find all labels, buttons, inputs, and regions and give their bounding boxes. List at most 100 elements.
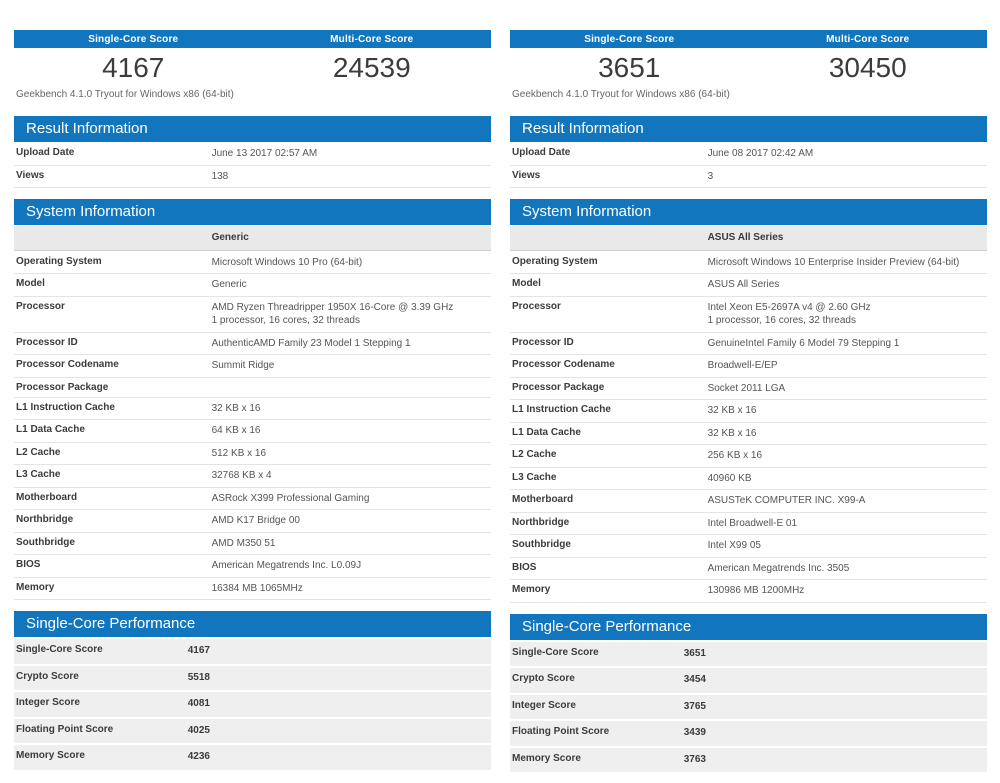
row-label: Operating System: [16, 255, 102, 267]
table-row: Crypto Score 3454: [510, 668, 987, 693]
multi-core-score-value: 30450: [828, 52, 907, 83]
multi-core-score-header: Multi-Core Score: [826, 33, 910, 45]
row-label: Integer Score: [16, 697, 80, 708]
table-row: Processor ID GenuineIntel Family 6 Model …: [510, 333, 987, 355]
table-row: Memory Score 3763: [510, 747, 987, 772]
table-row: Integer Score 4081: [14, 692, 491, 717]
row-label: Processor Codename: [512, 359, 615, 370]
table-row: Motherboard ASRock X399 Professional Gami…: [14, 488, 491, 510]
row-label: Processor ID: [16, 336, 78, 348]
system-model-header-row: ASUS All Series: [510, 226, 987, 251]
row-value: 16384 MB 1065MHz: [211, 582, 303, 594]
table-row: Memory Score 4236: [14, 745, 491, 770]
row-label: L2 Cache: [512, 449, 557, 460]
table-row: Model ASUS All Series: [510, 274, 987, 297]
row-value-line: AMD Ryzen Threadripper 1950X 16-Core @ 3…: [211, 301, 454, 313]
row-label: L1 Instruction Cache: [16, 401, 115, 413]
table-row: Upload Date June 13 2017 02:57 AM: [14, 143, 491, 166]
table-row: Processor AMD Ryzen Threadripper 1950X 16…: [14, 297, 491, 333]
table-row: Views 138: [14, 166, 491, 188]
row-label: L3 Cache: [512, 471, 557, 483]
table-row: BIOS American Megatrends Inc. L0.09J: [14, 555, 491, 578]
row-label: Single-Core Score: [512, 646, 599, 658]
row-value: 4025: [187, 724, 210, 736]
row-label: BIOS: [16, 559, 41, 570]
row-label: Crypto Score: [512, 673, 575, 684]
table-row: Upload Date June 08 2017 02:42 AM: [510, 143, 987, 166]
table-row: Operating System Microsoft Windows 10 Pro…: [14, 252, 491, 274]
single-core-score-value: 4167: [102, 52, 165, 83]
single-core-score-header: Single-Core Score: [584, 33, 675, 45]
row-label: Upload Date: [16, 147, 75, 158]
table-row: Integer Score 3765: [510, 694, 987, 719]
row-value: Intel X99 05: [707, 540, 761, 551]
multi-core-score-value: 24539: [332, 52, 411, 83]
row-value: ASUS All Series: [707, 279, 780, 290]
row-label: Single-Core Score: [16, 644, 103, 655]
row-value: June 13 2017 02:57 AM: [211, 148, 318, 159]
table-row: L1 Instruction Cache 32 KB x 16: [14, 398, 491, 420]
row-label: Northbridge: [512, 516, 570, 528]
single-core-performance-section: Single-Core Performance Single-Core Scor…: [14, 611, 491, 770]
single-core-performance-rows: Single-Core Score 4167 Crypto Score 5518 Int…: [14, 639, 491, 770]
system-model-header-row: Generic: [14, 226, 491, 251]
result-information-section: Result Information Upload Date June 13 20…: [14, 116, 491, 188]
row-label: Floating Point Score: [512, 726, 610, 737]
benchmark-panel-right: Single-Core Score Multi-Core Score 3651 …: [510, 30, 987, 783]
table-row: L1 Data Cache 32 KB x 16: [510, 423, 987, 445]
row-label: Processor Package: [512, 381, 605, 393]
panels-container: Single-Core Score Multi-Core Score 4167 …: [14, 30, 987, 783]
table-row: L2 Cache 512 KB x 16: [14, 443, 491, 465]
row-value: 130986 MB 1200MHz: [707, 585, 805, 596]
row-value: [210, 382, 491, 393]
benchmark-version-caption: Geekbench 4.1.0 Tryout for Windows x86 (…: [16, 89, 234, 100]
row-label: Processor ID: [512, 336, 574, 348]
row-label: Memory Score: [16, 750, 85, 761]
row-value: American Megatrends Inc. L0.09J: [211, 560, 362, 571]
table-row: Crypto Score 5518: [14, 665, 491, 690]
table-row: Northbridge AMD K17 Bridge 00: [14, 510, 491, 533]
row-label: Memory Score: [512, 752, 581, 764]
row-label: Memory: [16, 581, 55, 593]
row-value: AMD K17 Bridge 00: [211, 515, 300, 526]
table-row: Views 3: [510, 166, 987, 188]
row-value: 512 KB x 16: [211, 447, 267, 459]
row-label: L1 Data Cache: [16, 424, 85, 435]
row-value: 3765: [683, 700, 706, 712]
row-label: L1 Instruction Cache: [512, 404, 611, 415]
row-value-line: Intel Xeon E5-2697A v4 @ 2.60 GHz: [707, 301, 871, 313]
row-value: 4167: [187, 645, 210, 656]
row-value: ASRock X399 Professional Gaming: [211, 492, 370, 504]
row-label: Model: [16, 278, 45, 289]
table-row: Model Generic: [14, 274, 491, 297]
row-value: 256 KB x 16: [707, 450, 763, 461]
table-row: L3 Cache 32768 KB x 4: [14, 465, 491, 488]
row-value: 32 KB x 16: [707, 405, 757, 416]
row-value: Microsoft Windows 10 Pro (64-bit): [211, 256, 363, 268]
system-information-rows: Operating System Microsoft Windows 10 Pro…: [14, 252, 491, 600]
row-value: 5518: [187, 671, 210, 683]
row-value: 4081: [187, 698, 210, 709]
row-label: Motherboard: [16, 491, 78, 503]
row-value: Broadwell-E/EP: [707, 360, 778, 371]
scores-row: 4167 24539: [14, 48, 491, 84]
single-core-performance-rows: Single-Core Score 3651 Crypto Score 3454 Int…: [510, 641, 987, 772]
row-value: 3651: [683, 647, 706, 659]
row-value: 32 KB x 16: [707, 427, 757, 439]
row-label: Northbridge: [16, 514, 74, 525]
row-label: BIOS: [512, 561, 537, 573]
row-label: Floating Point Score: [16, 723, 114, 735]
row-value: 3439: [683, 727, 706, 738]
result-information-section: Result Information Upload Date June 08 20…: [510, 116, 987, 188]
row-label: Processor: [512, 300, 561, 312]
table-row: Southbridge Intel X99 05: [510, 535, 987, 558]
table-row: L2 Cache 256 KB x 16: [510, 445, 987, 468]
single-core-score-value: 3651: [598, 52, 661, 83]
scores-row: 3651 30450: [510, 48, 987, 84]
single-core-score-header: Single-Core Score: [88, 33, 179, 45]
benchmark-version-caption: Geekbench 4.1.0 Tryout for Windows x86 (…: [512, 89, 730, 100]
row-label: Views: [16, 169, 45, 181]
table-row: Floating Point Score 4025: [14, 718, 491, 743]
row-value: Microsoft Windows 10 Enterprise Insider …: [707, 256, 960, 268]
